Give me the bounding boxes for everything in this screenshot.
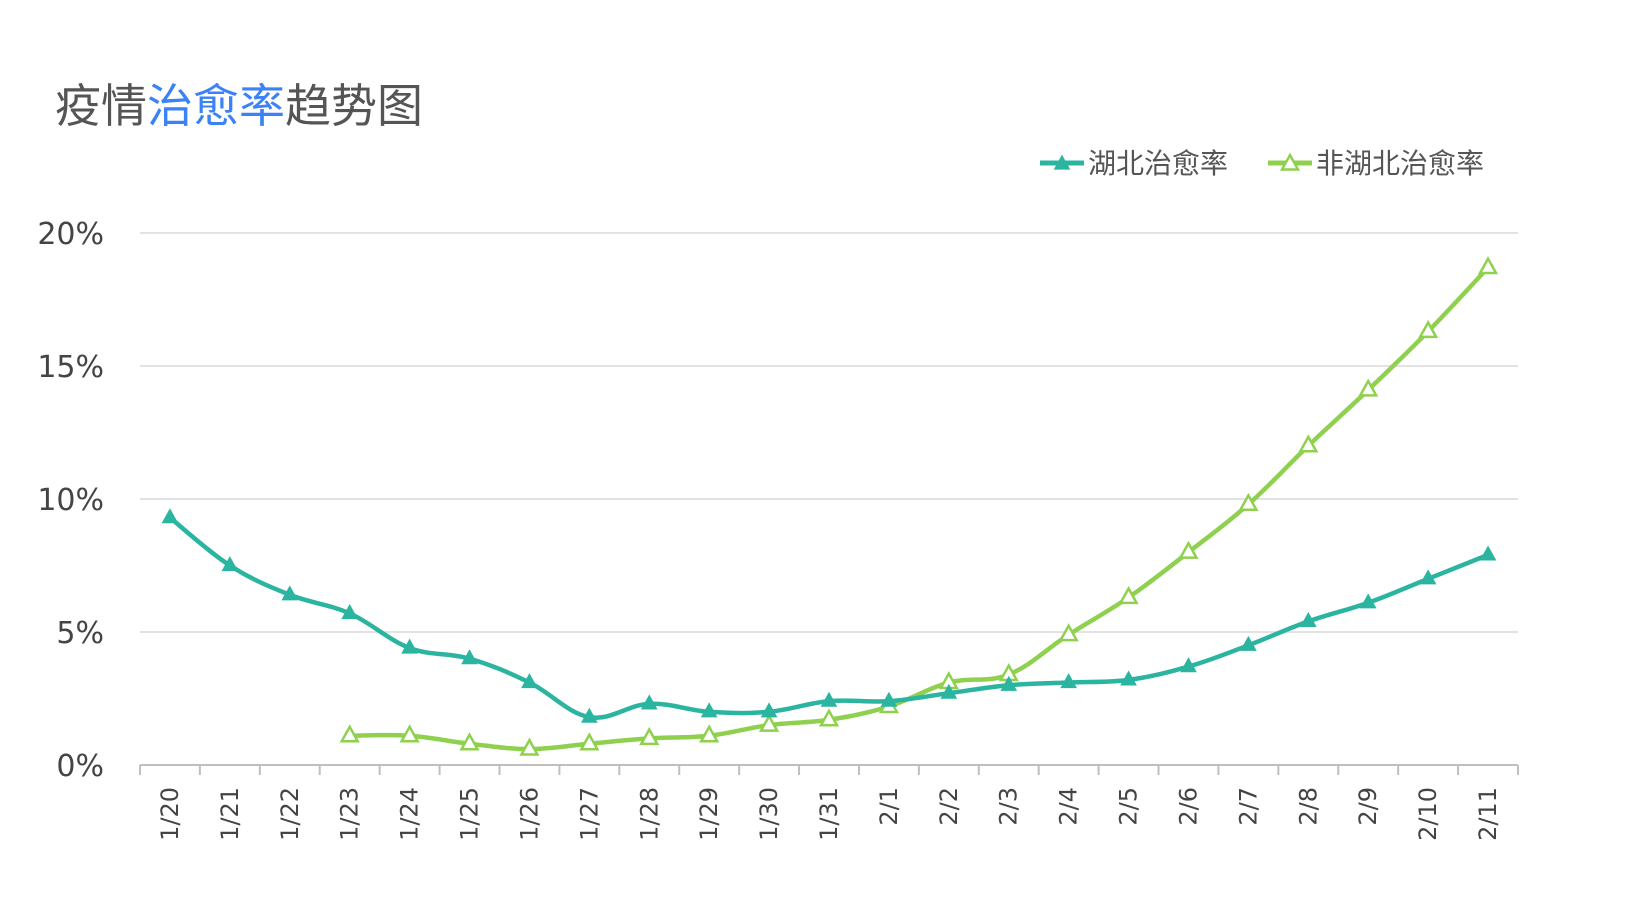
data-point-hubei: [760, 702, 778, 718]
legend-item-non-hubei: 非湖北治愈率: [1268, 147, 1484, 180]
data-point-non-hubei: [1058, 623, 1079, 642]
chart-title: 疫情治愈率趋势图: [55, 79, 423, 133]
x-tick-label: 1/30: [755, 787, 783, 841]
x-tick-label: 1/23: [336, 787, 364, 841]
x-tick-label: 2/4: [1055, 787, 1083, 826]
chart-title-prefix: 疫情: [55, 79, 147, 133]
x-tick-label: 1/29: [695, 787, 723, 841]
data-point-hubei: [521, 673, 538, 689]
data-point-non-hubei: [639, 726, 660, 746]
data-point-hubei: [1240, 635, 1257, 651]
data-point-non-hubei: [1298, 434, 1319, 453]
data-point-hubei: [161, 508, 179, 524]
x-tick-label: 1/26: [515, 787, 543, 841]
x-tick-label: 2/5: [1115, 787, 1143, 826]
x-tick-label: 2/2: [935, 787, 963, 826]
x-tick-label: 1/28: [635, 787, 663, 841]
x-tick-label: 1/24: [396, 787, 424, 841]
data-point-non-hubei: [519, 737, 540, 756]
data-point-hubei: [1060, 673, 1078, 689]
y-axis-labels: 0% 5% 10% 15% 20%: [37, 217, 104, 784]
data-point-non-hubei: [699, 724, 720, 743]
data-point-hubei: [1419, 569, 1437, 585]
x-tick-label: 1/22: [276, 787, 304, 841]
x-tick-label: 2/3: [995, 787, 1023, 826]
legend-label-hubei: 湖北治愈率: [1088, 147, 1228, 180]
legend-marker-non-hubei: [1279, 152, 1301, 171]
data-point-hubei: [1000, 675, 1018, 691]
data-point-hubei: [880, 691, 898, 707]
data-point-hubei: [1479, 545, 1497, 561]
y-tick-label: 0%: [56, 749, 104, 784]
x-tick-label: 2/6: [1174, 787, 1202, 826]
data-point-non-hubei: [1477, 256, 1499, 275]
data-point-hubei: [221, 556, 239, 572]
data-point-hubei: [1299, 611, 1317, 627]
legend-item-hubei: 湖北治愈率: [1040, 147, 1228, 180]
data-point-hubei: [281, 585, 299, 601]
y-tick-label: 5%: [56, 616, 104, 651]
data-point-hubei: [820, 691, 838, 707]
data-point-hubei: [461, 649, 478, 665]
chart-title-accent: 治愈率: [147, 79, 285, 133]
data-point-non-hubei: [459, 732, 480, 751]
data-point-hubei: [1359, 593, 1377, 609]
x-tick-label: 1/21: [216, 787, 244, 841]
data-point-hubei: [1120, 670, 1137, 686]
data-point-non-hubei: [339, 724, 360, 743]
data-point-non-hubei: [579, 732, 600, 751]
x-axis: 1/20 1/21 1/22 1/23 1/24 1/25 1/26 1/27 1/28 1/29…: [139, 764, 1519, 841]
data-point-hubei: [940, 683, 958, 699]
x-tick-label: 1/25: [456, 787, 484, 841]
data-point-non-hubei: [818, 708, 840, 727]
x-tick-label: 2/7: [1234, 787, 1262, 826]
data-point-non-hubei: [1238, 492, 1259, 512]
x-tick-label: 2/8: [1294, 787, 1322, 826]
legend-label-non-hubei: 非湖北治愈率: [1316, 147, 1484, 180]
data-point-non-hubei: [1358, 378, 1379, 397]
series-line-hubei: [167, 515, 1491, 720]
data-point-non-hubei: [758, 713, 780, 732]
x-tick-label: 1/20: [156, 787, 184, 841]
x-tick-label: 2/9: [1354, 787, 1382, 826]
data-point-non-hubei: [1418, 319, 1439, 339]
series-layer: [161, 256, 1499, 756]
data-point-hubei: [580, 707, 598, 723]
series-non-hubei: [339, 256, 1499, 756]
data-point-hubei: [341, 603, 359, 620]
legend-marker-hubei: [1053, 154, 1071, 170]
data-point-hubei: [700, 702, 718, 718]
x-tick-label: 1/31: [815, 787, 843, 841]
y-tick-label: 20%: [37, 217, 104, 252]
data-point-hubei: [1180, 657, 1197, 673]
legend: 湖北治愈率 非湖北治愈率: [1040, 147, 1484, 180]
chart-title-suffix: 趋势图: [285, 79, 423, 133]
data-point-non-hubei: [1178, 540, 1199, 559]
data-point-non-hubei: [1118, 585, 1139, 605]
x-tick-label: 2/11: [1474, 787, 1502, 841]
x-tick-label: 2/1: [875, 787, 903, 826]
y-tick-label: 15%: [37, 350, 104, 385]
series-hubei: [161, 508, 1497, 723]
x-tick-label: 2/10: [1414, 787, 1442, 841]
data-point-hubei: [401, 638, 418, 654]
data-point-hubei: [640, 694, 658, 710]
y-tick-label: 10%: [37, 483, 104, 518]
x-tick-label: 1/27: [575, 787, 603, 841]
gridlines: [140, 232, 1518, 633]
data-point-non-hubei: [399, 724, 420, 743]
